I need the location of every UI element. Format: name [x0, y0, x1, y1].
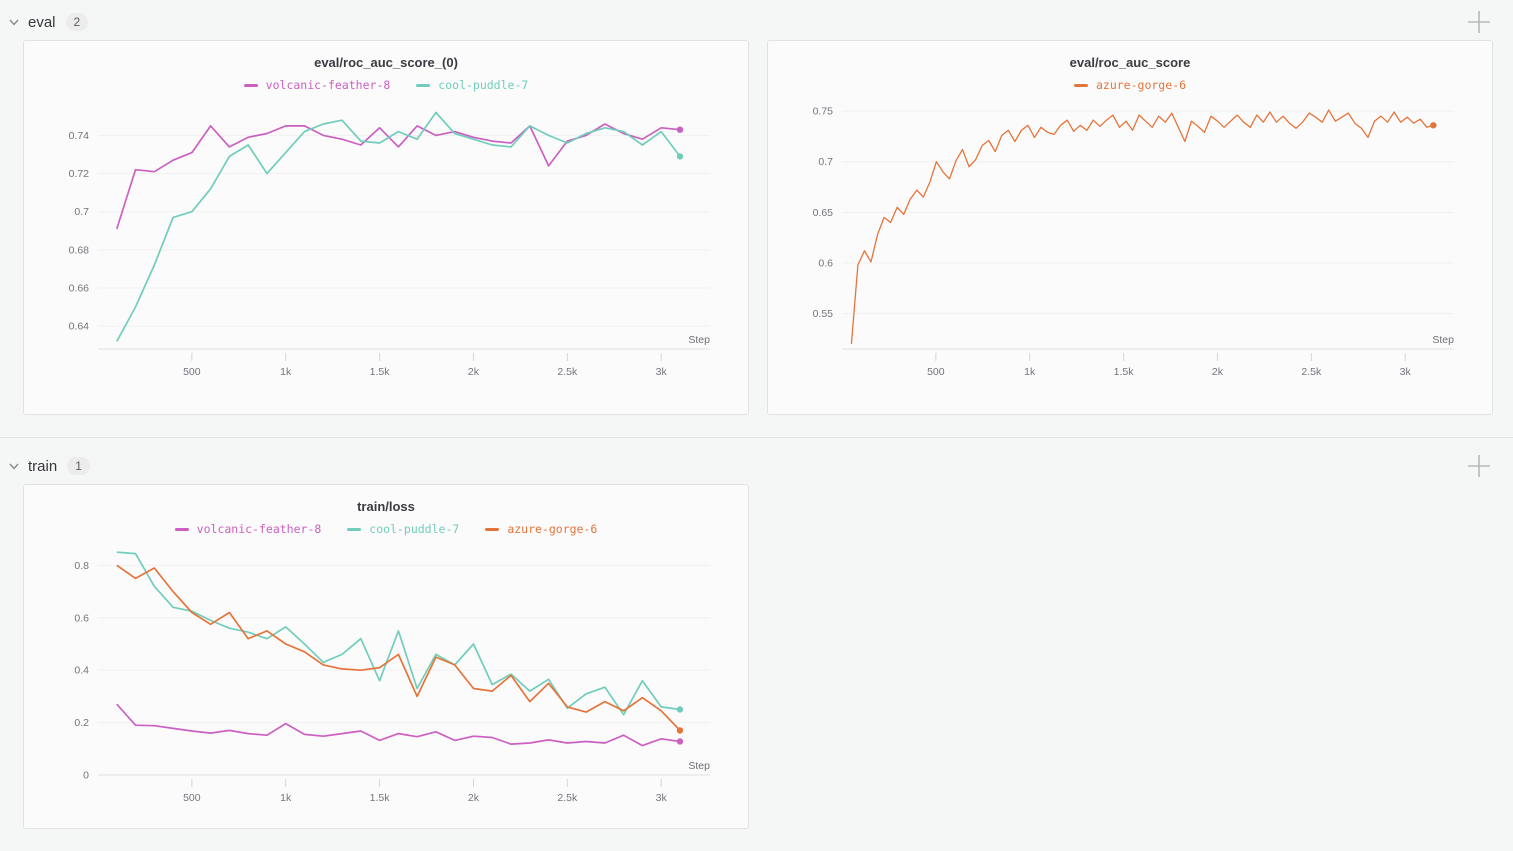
series-end-dot — [676, 706, 684, 713]
x-tick-label: 500 — [927, 366, 945, 378]
chart-legend: volcanic-feather-8 cool-puddle-7 azure-gor… — [36, 519, 736, 539]
chart-panel[interactable]: eval/roc_auc_score azure-gorge-6 0.55 0.6… — [767, 40, 1493, 415]
y-tick-label: 0.8 — [74, 560, 89, 572]
series-end-dot — [1430, 122, 1437, 129]
legend-swatch — [416, 83, 431, 87]
y-tick-label: 0.6 — [74, 612, 89, 624]
y-tick-label: 0.68 — [69, 244, 90, 256]
legend-item[interactable]: volcanic-feather-8 — [174, 522, 322, 536]
series-line — [116, 111, 681, 342]
series-line — [115, 123, 681, 230]
chart-legend: volcanic-feather-8 cool-puddle-7 — [36, 75, 736, 95]
chart-svg: 0 0.2 0.4 0.6 0.8 500 1k 1.5k 2k 2.5k 3k Step — [74, 551, 710, 804]
chart-title: eval/roc_auc_score_(0) — [314, 55, 458, 70]
series-end-dot — [676, 126, 684, 133]
legend-item[interactable]: cool-puddle-7 — [416, 78, 528, 92]
x-tick-label: 1.5k — [370, 366, 391, 378]
x-axis-label: Step — [688, 760, 710, 772]
legend-item[interactable]: cool-puddle-7 — [347, 522, 459, 536]
y-tick-label: 0.4 — [74, 665, 89, 677]
x-tick-label: 3k — [656, 792, 668, 804]
x-tick-label: 2k — [468, 366, 480, 378]
chevron-down-icon[interactable] — [6, 458, 22, 474]
legend-run-name: cool-puddle-7 — [438, 78, 529, 92]
y-tick-label: 0.66 — [69, 282, 90, 294]
y-tick-label: 0.64 — [69, 321, 90, 333]
chart-plot[interactable]: 0.55 0.6 0.65 0.7 0.75 500 1k 1.5k 2k 2.5k 3k Step — [780, 95, 1480, 402]
legend-item[interactable]: azure-gorge-6 — [1073, 78, 1186, 92]
y-tick-label: 0.7 — [818, 156, 833, 168]
section-title: train — [28, 457, 58, 475]
x-tick-label: 1.5k — [370, 792, 391, 804]
panels-row: train/loss volcanic-feather-8 cool-puddle… — [6, 484, 1497, 851]
section-eval-header: eval 2 — [6, 8, 1497, 36]
series-line — [116, 551, 681, 716]
section-title: eval — [28, 13, 56, 31]
chart-plot[interactable]: 0.64 0.66 0.68 0.7 0.72 0.74 500 1k 1.5k 2k 2.5k 3k… — [36, 95, 736, 402]
series-line — [850, 109, 1434, 344]
x-tick-label: 1k — [280, 366, 292, 378]
panel-count-badge: 2 — [65, 13, 89, 31]
x-axis-label: Step — [1432, 334, 1454, 346]
legend-swatch — [243, 83, 258, 87]
x-tick-label: 1k — [1024, 366, 1036, 378]
panels-row: eval/roc_auc_score_(0) volcanic-feather-… — [6, 40, 1497, 437]
chart-legend: azure-gorge-6 — [780, 75, 1480, 95]
chart-panel[interactable]: train/loss volcanic-feather-8 cool-puddle… — [23, 484, 749, 829]
x-tick-label: 1k — [280, 792, 292, 804]
chart-plot[interactable]: 0 0.2 0.4 0.6 0.8 500 1k 1.5k 2k 2.5k 3k Step — [36, 539, 736, 826]
x-tick-label: 500 — [183, 792, 201, 804]
y-tick-label: 0.75 — [813, 106, 834, 118]
legend-swatch — [485, 527, 500, 531]
x-tick-label: 2.5k — [557, 366, 578, 378]
legend-item[interactable]: volcanic-feather-8 — [243, 78, 391, 92]
section-train: train 1 train/loss volcanic-feather-8 coo… — [0, 438, 1513, 851]
section-train-header: train 1 — [6, 452, 1497, 480]
x-axis-label: Step — [688, 334, 710, 346]
chart-svg: 0.64 0.66 0.68 0.7 0.72 0.74 500 1k 1.5k 2k 2.5k 3k… — [69, 111, 710, 378]
section-divider — [0, 437, 1513, 438]
series-end-dot — [676, 153, 684, 160]
chart-title: train/loss — [357, 499, 415, 514]
chart-title: eval/roc_auc_score — [1069, 55, 1191, 70]
series-line — [116, 564, 681, 731]
y-tick-label: 0.65 — [813, 207, 834, 219]
section-eval: eval 2 eval/roc_auc_score_(0) volcanic-f… — [6, 8, 1497, 437]
x-tick-label: 3k — [656, 366, 668, 378]
legend-swatch — [347, 527, 362, 531]
chevron-down-icon[interactable] — [6, 14, 22, 30]
y-tick-label: 0.72 — [69, 168, 90, 180]
x-tick-label: 3k — [1400, 366, 1412, 378]
x-tick-label: 2.5k — [1301, 366, 1322, 378]
legend-swatch — [1073, 83, 1088, 87]
series-end-dot — [676, 738, 684, 745]
x-tick-label: 500 — [183, 366, 201, 378]
x-tick-label: 1.5k — [1114, 366, 1135, 378]
plus-icon[interactable] — [1463, 450, 1495, 482]
chart-panel[interactable]: eval/roc_auc_score_(0) volcanic-feather-… — [23, 40, 749, 415]
y-tick-label: 0 — [83, 770, 89, 782]
legend-item[interactable]: azure-gorge-6 — [485, 522, 597, 536]
x-tick-label: 2k — [1212, 366, 1224, 378]
series-line — [116, 703, 681, 747]
legend-run-name: azure-gorge-6 — [1095, 78, 1186, 92]
y-tick-label: 0.55 — [813, 308, 834, 320]
chart-svg: 0.55 0.6 0.65 0.7 0.75 500 1k 1.5k 2k 2.5k 3k Step — [813, 106, 1455, 378]
y-tick-label: 0.74 — [69, 130, 90, 142]
x-tick-label: 2.5k — [557, 792, 578, 804]
legend-swatch — [174, 527, 189, 531]
legend-run-name: volcanic-feather-8 — [196, 522, 322, 536]
series-end-dot — [676, 727, 684, 734]
x-tick-label: 2k — [468, 792, 480, 804]
y-tick-label: 0.7 — [74, 206, 89, 218]
legend-run-name: azure-gorge-6 — [507, 522, 598, 536]
legend-run-name: volcanic-feather-8 — [265, 78, 391, 92]
panel-count-badge: 1 — [67, 457, 90, 475]
y-tick-label: 0.6 — [818, 257, 833, 269]
y-tick-label: 0.2 — [74, 717, 89, 729]
legend-run-name: cool-puddle-7 — [369, 522, 460, 536]
plus-icon[interactable] — [1463, 6, 1495, 38]
